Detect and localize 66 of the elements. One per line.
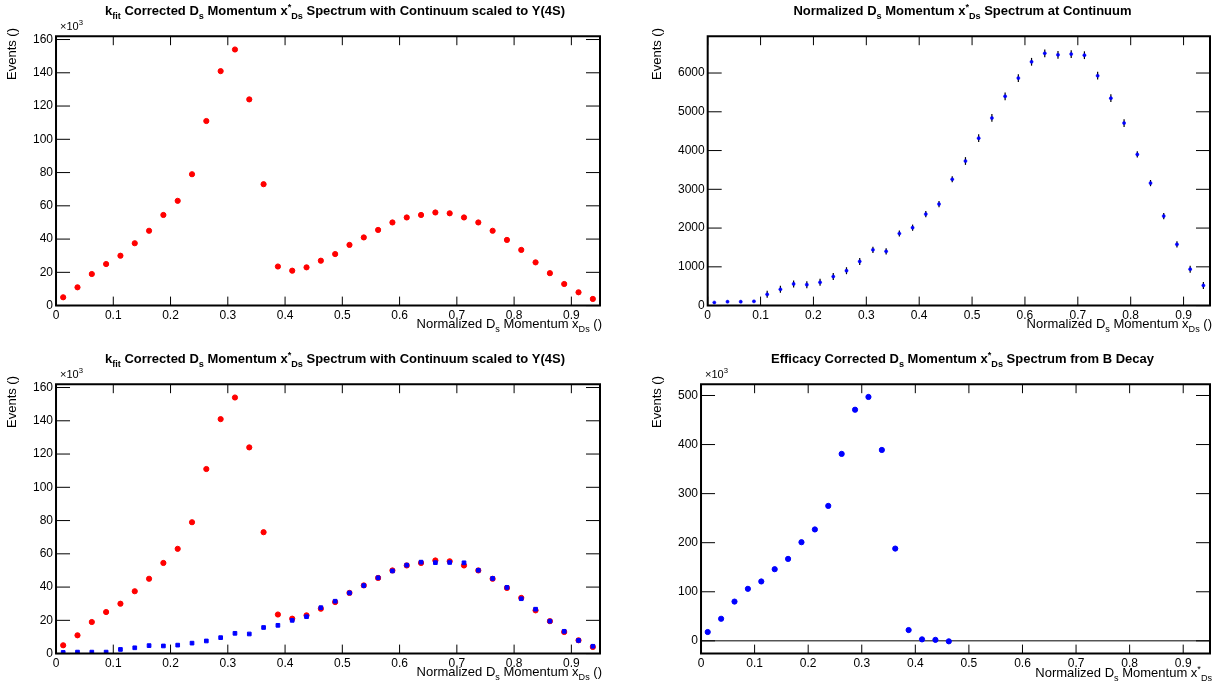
x-tick-label: 0.4 bbox=[910, 308, 928, 323]
x-tick-label: 0.3 bbox=[219, 308, 237, 323]
x-tick-label: 0.2 bbox=[162, 656, 180, 671]
x-tick-label: 0.5 bbox=[333, 308, 351, 323]
y-tick-label: 4000 bbox=[677, 142, 706, 157]
y-tick-label: 6000 bbox=[677, 65, 706, 80]
y-tick-label: 3000 bbox=[677, 181, 706, 196]
x-tick-label: 0.5 bbox=[333, 656, 351, 671]
x-tick-label: 0.1 bbox=[746, 656, 764, 671]
y-tick-label: 80 bbox=[39, 164, 54, 179]
y-tick-label: 120 bbox=[32, 446, 54, 461]
y-tick-label: 200 bbox=[677, 535, 699, 550]
y-tick-label: 60 bbox=[39, 546, 54, 561]
x-tick-label: 0.2 bbox=[162, 308, 180, 323]
x-tick-label: 0.9 bbox=[1174, 656, 1192, 671]
chart-title: k$_{fit}$ Corrected D$_{s}$ Momentum x$^{*}$$_{Ds}$ Spectrum with Continuum scaled to Υ(4S) bbox=[104, 350, 566, 369]
x-tick-label: 0.4 bbox=[906, 656, 924, 671]
y-tick-label: 2000 bbox=[677, 220, 706, 235]
chart-title: k$_{fit}$ Corrected D$_{s}$ Momentum x$^{*}$$_{Ds}$ Spectrum with Continuum scaled to Υ(4S) bbox=[104, 2, 566, 21]
y-tick-label: 5000 bbox=[677, 104, 706, 119]
y-tick-label: 400 bbox=[677, 436, 699, 451]
y-tick-label: 100 bbox=[677, 584, 699, 599]
y-tick-label: 60 bbox=[39, 198, 54, 213]
x-tick-label: 0.6 bbox=[1014, 656, 1032, 671]
x-tick-label: 0.4 bbox=[276, 308, 294, 323]
y-tick-label: 0 bbox=[46, 645, 54, 660]
x-tick-label: 0.6 bbox=[391, 308, 409, 323]
x-tick-label: 0.6 bbox=[391, 656, 409, 671]
x-tick-label: 0.5 bbox=[960, 656, 978, 671]
x-tick-label: 0.1 bbox=[752, 308, 770, 323]
x-tick-label: 0.3 bbox=[219, 656, 237, 671]
chart-title: Normalized D$_{s}$ Momentum x$^{*}$$_{Ds}$ Spectrum at Continuum bbox=[792, 2, 1133, 21]
y-axis-title: Events () bbox=[4, 27, 19, 80]
y-tick-label: 160 bbox=[32, 31, 54, 46]
y-tick-label: 140 bbox=[32, 413, 54, 428]
x-tick-label: 0.5 bbox=[963, 308, 981, 323]
y-tick-label: 160 bbox=[32, 379, 54, 394]
y-tick-label: 20 bbox=[39, 264, 54, 279]
y-tick-label: 40 bbox=[39, 579, 54, 594]
y-axis-title: Events () bbox=[649, 375, 664, 428]
text: ×10$^{3}$ bbox=[60, 18, 83, 32]
text: ×10$^{3}$ bbox=[705, 366, 728, 380]
x-tick-label: 0.1 bbox=[104, 308, 122, 323]
y-axis-title: Events () bbox=[649, 27, 664, 80]
y-tick-label: 500 bbox=[677, 387, 699, 402]
x-tick-label: 0.2 bbox=[799, 656, 817, 671]
y-tick-label: 20 bbox=[39, 612, 54, 627]
y-tick-label: 140 bbox=[32, 65, 54, 80]
x-tick-label: 0.3 bbox=[853, 656, 871, 671]
x-tick-label: 0.1 bbox=[104, 656, 122, 671]
y-tick-label: 40 bbox=[39, 231, 54, 246]
x-tick-label: 0.3 bbox=[857, 308, 875, 323]
y-tick-label: 0 bbox=[691, 633, 699, 648]
x-tick-label: 0.4 bbox=[276, 656, 294, 671]
y-tick-label: 100 bbox=[32, 479, 54, 494]
x-tick-label: 0.2 bbox=[805, 308, 823, 323]
y-tick-label: 100 bbox=[32, 131, 54, 146]
y-tick-label: 0 bbox=[46, 297, 54, 312]
chart-title: Efficacy Corrected D$_{s}$ Momentum x$^{*}$$_{Ds}$ Spectrum from B Decay bbox=[771, 350, 1154, 369]
y-tick-label: 300 bbox=[677, 485, 699, 500]
y-tick-label: 1000 bbox=[677, 259, 706, 274]
y-tick-label: 120 bbox=[32, 98, 54, 113]
y-tick-label: 0 bbox=[698, 297, 706, 312]
y-axis-title: Events () bbox=[4, 375, 19, 428]
text: ×10$^{3}$ bbox=[60, 366, 83, 380]
y-tick-label: 80 bbox=[39, 512, 54, 527]
